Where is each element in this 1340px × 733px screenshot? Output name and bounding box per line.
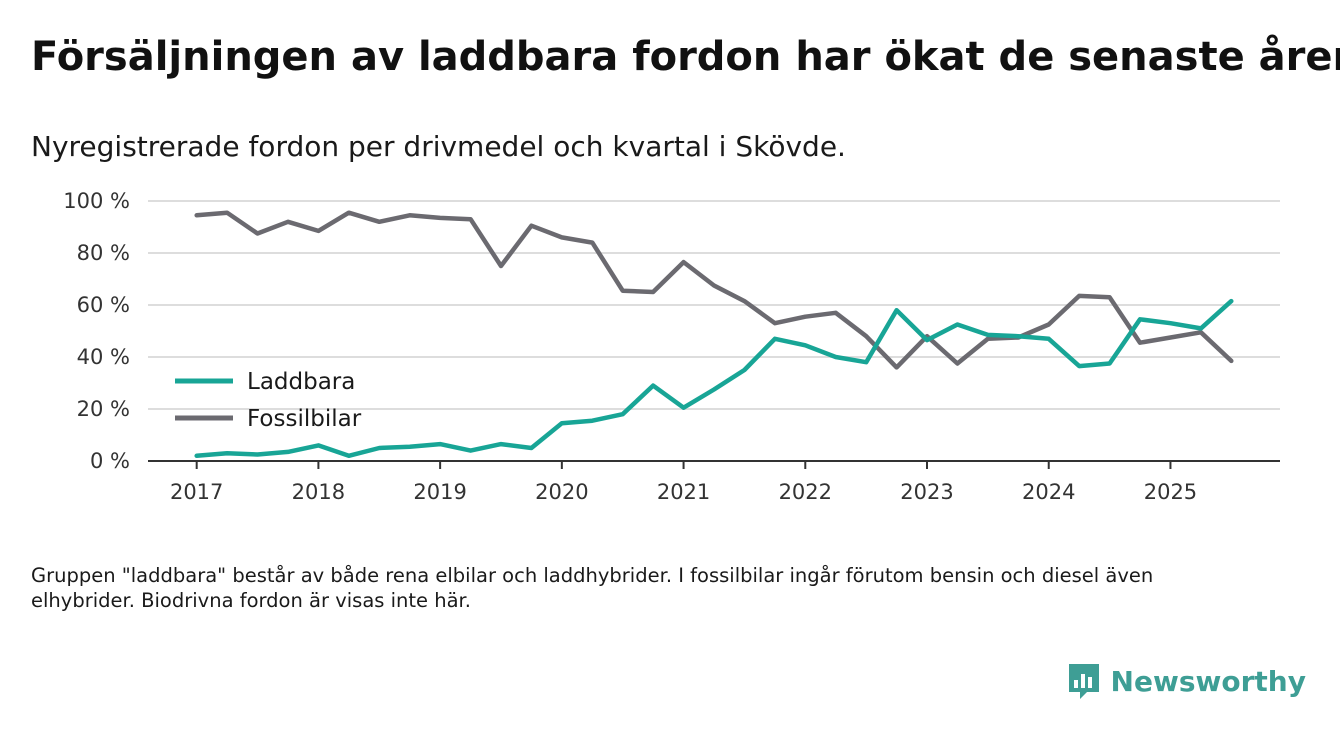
x-tick-label: 2025 bbox=[1144, 480, 1197, 504]
y-tick-label: 100 % bbox=[63, 189, 130, 213]
gridlines bbox=[148, 200, 1280, 410]
x-tick-label: 2018 bbox=[292, 480, 345, 504]
x-axis: 2017 2018 2019 2020 2021 2022 2023 2024 2025 bbox=[148, 460, 1280, 504]
chart-subtitle: Nyregistrerade fordon per drivmedel och … bbox=[31, 130, 846, 163]
y-tick-label: 60 % bbox=[77, 293, 130, 317]
line-chart: 0 % 20 % 40 % 60 % 80 % 100 % 2017 2018 2019 202… bbox=[63, 189, 1280, 504]
x-tick-label: 2017 bbox=[170, 480, 223, 504]
newsworthy-logo-icon bbox=[1068, 664, 1099, 699]
x-tick-label: 2024 bbox=[1022, 480, 1075, 504]
brand[interactable]: Newsworthy bbox=[1067, 662, 1306, 700]
series-lines bbox=[194, 210, 1234, 459]
y-tick-label: 40 % bbox=[77, 345, 130, 369]
y-tick-label: 20 % bbox=[77, 397, 130, 421]
x-tick-label: 2021 bbox=[657, 480, 710, 504]
legend-label-laddbara: Laddbara bbox=[247, 369, 355, 395]
footnote: Gruppen "laddbara" består av både rena e… bbox=[31, 564, 1154, 612]
x-tick-label: 2019 bbox=[413, 480, 466, 504]
series-line-laddbara bbox=[194, 298, 1234, 459]
x-tick-label: 2020 bbox=[535, 480, 588, 504]
x-tick-label: 2023 bbox=[900, 480, 953, 504]
y-tick-label: 80 % bbox=[77, 241, 130, 265]
x-tick-label: 2022 bbox=[779, 480, 832, 504]
chart-title: Försäljningen av laddbara fordon har öka… bbox=[31, 34, 1340, 80]
y-tick-label: 0 % bbox=[90, 449, 130, 473]
legend: Laddbara Fossilbilar bbox=[175, 369, 362, 432]
y-axis-labels: 0 % 20 % 40 % 60 % 80 % 100 % bbox=[63, 189, 130, 473]
legend-label-fossilbilar: Fossilbilar bbox=[247, 406, 362, 432]
series-line-fossilbilar bbox=[194, 210, 1234, 370]
brand-name: Newsworthy bbox=[1110, 664, 1306, 698]
